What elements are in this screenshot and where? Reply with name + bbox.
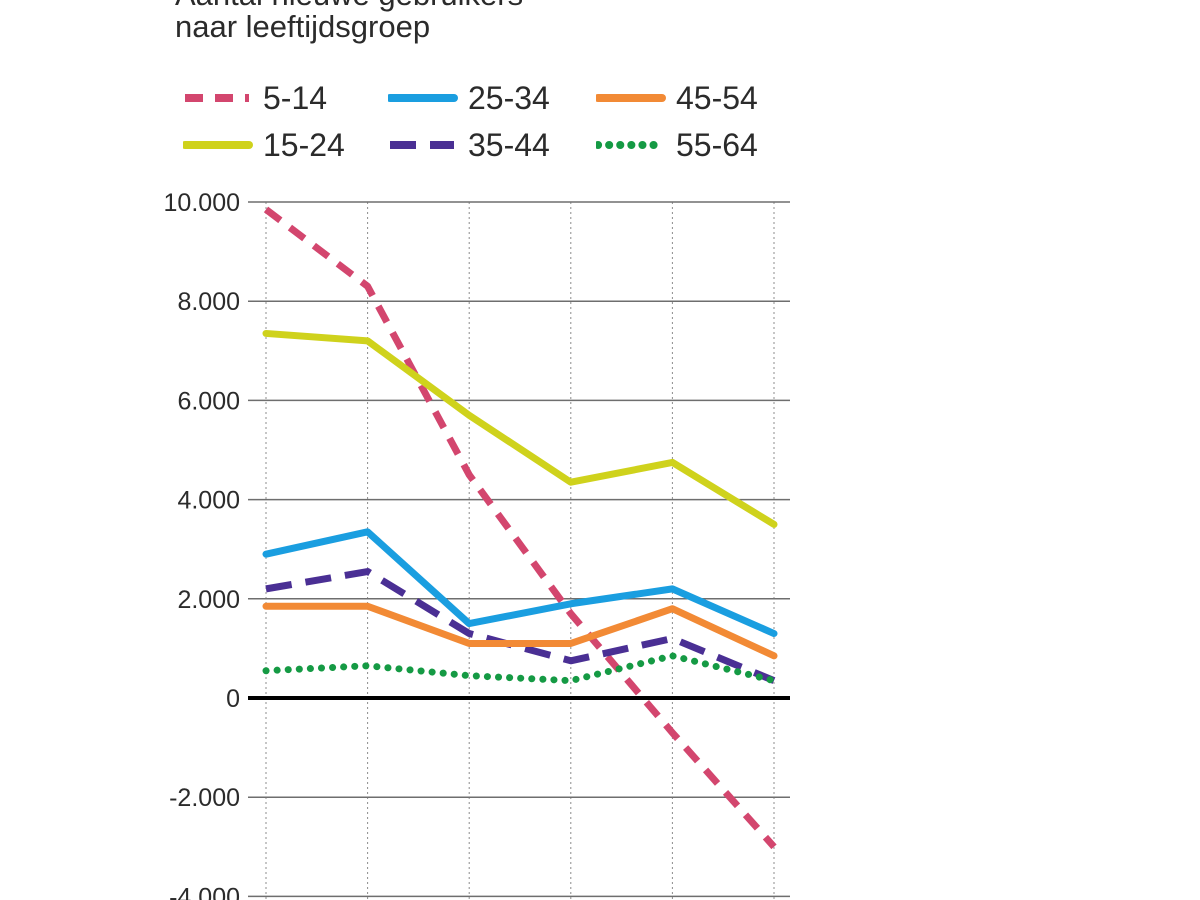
- legend: 5-14 15-24 25-34 35-44 45-54 55-64: [0, 0, 1200, 180]
- series-line-45-54: [262, 602, 778, 660]
- chart-title: Aantal nieuwe gebruikers: [175, 0, 523, 12]
- series-line-5-14: [263, 206, 777, 850]
- legend-label: 15-24: [263, 127, 345, 163]
- y-tick-label: 6.000: [177, 387, 240, 415]
- y-tick-label: 4.000: [177, 487, 240, 515]
- legend-swatch-55-64: [596, 141, 666, 149]
- legend-swatch-35-44: [390, 141, 454, 149]
- legend-label: 25-34: [468, 80, 550, 116]
- chart-subtitle: naar leeftijdsgroep: [175, 9, 431, 44]
- y-tick-label: -4.000: [169, 883, 240, 900]
- series-line-25-34: [262, 528, 778, 638]
- legend-swatch-25-34: [388, 94, 458, 102]
- legend-swatch-5-14: [185, 94, 249, 102]
- legend-label: 35-44: [468, 127, 550, 163]
- y-tick-label: 10.000: [164, 189, 240, 217]
- y-tick-label: 8.000: [177, 288, 240, 316]
- y-tick-label: -2.000: [169, 784, 240, 812]
- y-tick-label: 0: [226, 685, 240, 713]
- legend-label: 55-64: [676, 127, 758, 163]
- legend-swatch-45-54: [596, 94, 666, 102]
- series-line-15-24: [262, 329, 778, 528]
- legend-swatch-15-24: [183, 141, 253, 149]
- legend-label: 5-14: [263, 80, 328, 116]
- series-line-55-64: [262, 652, 778, 685]
- series-line-35-44: [265, 568, 776, 684]
- legend-label: 45-54: [676, 80, 758, 116]
- y-tick-label: 2.000: [177, 586, 240, 614]
